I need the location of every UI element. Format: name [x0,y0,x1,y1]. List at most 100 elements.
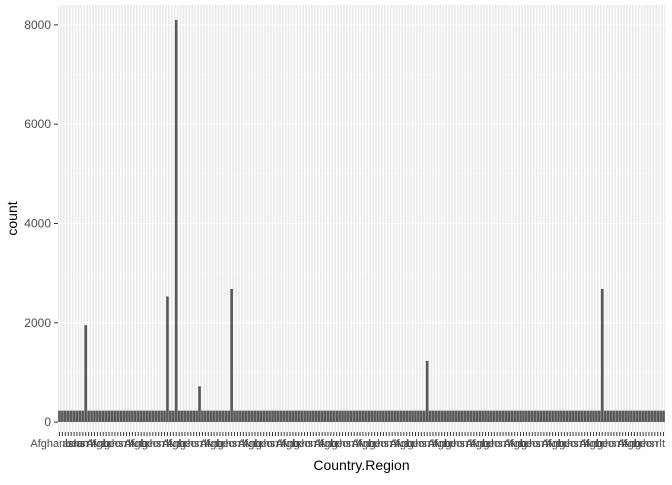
x-tick-label: a [214,438,221,450]
bar [548,410,552,423]
bar [90,410,93,423]
bar [212,410,216,423]
x-tick-label: l [508,438,510,450]
bar [113,410,117,423]
bar [265,410,268,423]
bar [481,410,484,423]
bar [288,410,292,423]
x-tick-label: n [538,438,544,450]
bar [204,410,207,423]
bar [478,410,482,423]
bar [244,410,248,423]
x-tick-label: e [147,438,153,450]
bar [253,410,257,423]
x-tick-label: r [352,438,356,450]
x-tick-label: n [614,438,620,450]
x-tick-label: b [331,438,337,450]
bar [507,410,511,423]
x-tick-label: c [372,438,378,450]
x-tick-label: a [593,438,600,450]
bar [66,410,70,423]
bar [414,410,417,423]
bar [93,410,96,423]
x-tick-label: r [542,438,546,450]
x-tick-label: o [456,438,462,450]
bar [177,410,181,423]
bar [279,410,283,423]
x-tick-label: t [510,438,513,450]
x-tick-label: s [497,438,503,450]
x-tick-label: r [201,438,205,450]
x-tick-label: s [80,438,86,450]
bar [592,410,595,423]
bar [411,410,414,423]
x-tick-label: b [255,438,261,450]
bar [274,410,277,423]
bar [300,410,303,423]
bar [475,410,479,423]
x-tick-label: l [621,438,623,450]
x-tick-label: t [131,438,134,450]
bar [650,410,654,423]
bar [472,410,476,423]
bar [230,289,233,423]
x-tick-label: l [166,438,168,450]
x-tick-label: r [656,438,660,450]
bar [586,410,589,423]
bar [425,360,429,423]
bar [341,410,344,423]
bar [192,410,196,423]
x-tick-label: e [109,438,115,450]
x-tick-label: a [366,438,373,450]
bar [647,410,651,423]
bar [384,410,388,423]
x-tick-label: o [646,438,652,450]
x-tick-label: t [472,438,475,450]
bar [332,410,336,423]
x-tick-label: t [586,438,589,450]
x-tick-label: s [611,438,617,450]
bar [352,410,356,423]
x-tick-label: h [302,438,308,450]
bar [268,410,271,423]
x-tick-label: o [267,438,273,450]
x-tick-label: c [600,438,606,450]
bar [69,410,73,423]
bar [638,410,642,423]
bar [370,410,374,423]
x-tick-label: h [188,438,194,450]
x-tick-label: Ang [166,438,186,450]
bar [618,410,622,423]
bar [148,410,152,423]
x-tick-label: l [432,438,434,450]
bar [160,410,163,423]
x-tick-label: h [415,438,421,450]
x-tick-label: n [462,438,468,450]
bar [659,410,662,423]
x-tick-label: t [93,438,96,450]
bar [285,410,289,423]
bar [516,410,519,423]
bar [101,410,105,423]
bar [303,410,306,423]
bar [338,410,341,423]
x-tick-label: n [576,438,582,450]
bar [382,410,385,423]
bar [107,410,111,423]
bar [656,410,660,423]
bar [63,410,67,423]
bar [186,410,190,423]
bar [624,410,627,423]
bar [589,410,592,423]
x-tick-label: t [359,438,362,450]
bar [61,410,64,423]
x-tick-label: a [252,438,259,450]
x-tick-label: e [261,438,267,450]
x-tick-label: t [169,438,172,450]
x-tick-label: e [223,438,229,450]
x-tick-label: e [450,438,456,450]
bar [131,410,134,423]
bar [306,410,309,423]
x-tick-label: Afgh [238,438,261,450]
x-tick-label: n [652,438,658,450]
